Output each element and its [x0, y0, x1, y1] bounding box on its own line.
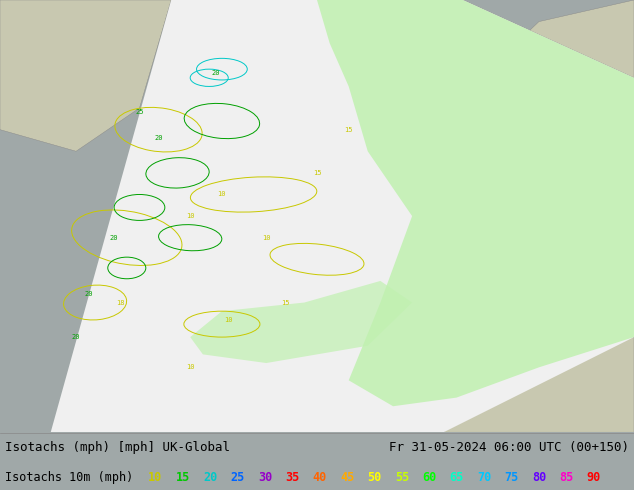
Text: Fr 31-05-2024 06:00 UTC (00+150): Fr 31-05-2024 06:00 UTC (00+150) [389, 441, 629, 454]
Text: 15: 15 [176, 471, 190, 484]
Polygon shape [51, 0, 634, 432]
Text: 10: 10 [186, 365, 195, 370]
Text: 15: 15 [281, 299, 290, 306]
Text: 20: 20 [211, 71, 220, 76]
Text: 35: 35 [285, 471, 299, 484]
Text: 20: 20 [72, 334, 81, 340]
Text: 20: 20 [84, 291, 93, 297]
Text: 15: 15 [344, 126, 353, 133]
Text: 45: 45 [340, 471, 354, 484]
Text: 10: 10 [224, 317, 233, 323]
Polygon shape [190, 281, 412, 363]
Text: 20: 20 [110, 235, 119, 241]
Text: 15: 15 [313, 170, 321, 176]
Text: 18: 18 [116, 299, 125, 306]
Text: Isotachs (mph) [mph] UK-Global: Isotachs (mph) [mph] UK-Global [5, 441, 230, 454]
Text: 40: 40 [313, 471, 327, 484]
Text: 10: 10 [148, 471, 162, 484]
Text: 65: 65 [450, 471, 464, 484]
Text: 25: 25 [231, 471, 245, 484]
Text: 90: 90 [586, 471, 601, 484]
Polygon shape [463, 0, 634, 78]
Text: 10: 10 [217, 192, 226, 197]
Text: 20: 20 [203, 471, 217, 484]
Text: 50: 50 [368, 471, 382, 484]
Text: 70: 70 [477, 471, 491, 484]
Polygon shape [254, 0, 507, 78]
Text: 55: 55 [395, 471, 409, 484]
Text: 85: 85 [559, 471, 573, 484]
Text: 10: 10 [262, 235, 271, 241]
Polygon shape [444, 337, 634, 432]
Polygon shape [317, 0, 634, 406]
Text: 80: 80 [532, 471, 546, 484]
Text: 60: 60 [422, 471, 436, 484]
Text: 20: 20 [154, 135, 163, 141]
Polygon shape [0, 0, 171, 151]
Text: 30: 30 [258, 471, 272, 484]
Text: 75: 75 [505, 471, 519, 484]
Text: Isotachs 10m (mph): Isotachs 10m (mph) [5, 471, 133, 484]
Text: 10: 10 [186, 213, 195, 219]
Text: 25: 25 [135, 109, 144, 115]
